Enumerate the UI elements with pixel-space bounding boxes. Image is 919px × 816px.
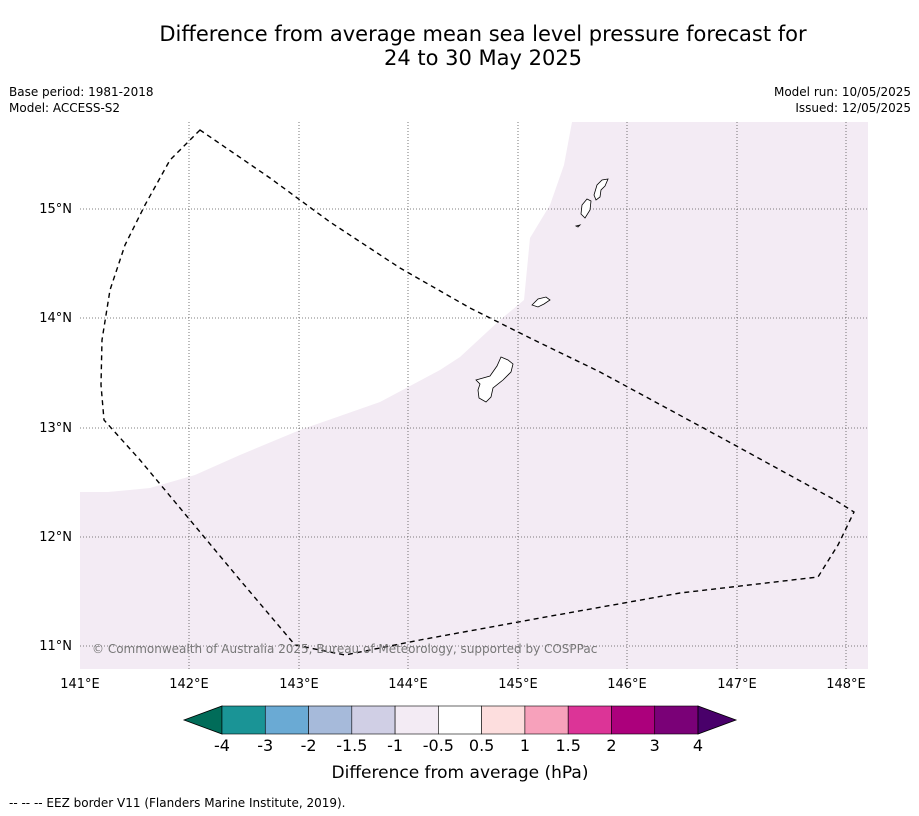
- colorbar-swatch: [221, 705, 266, 735]
- map-area: © Commonwealth of Australia 2025, Bureau…: [80, 122, 868, 669]
- colorbar: -4 -3 -2 -1.5 -1 -0.5 0.5 1 1.5 2 3 4 Difference fr…: [182, 705, 738, 783]
- colorbar-tick-label: -4: [214, 736, 230, 755]
- axis-labels: 141°E 142°E 143°E 144°E 145°E 146°E 147°…: [39, 202, 866, 692]
- rota-island: [531, 296, 551, 308]
- issued-text: Issued: 12/05/2025: [795, 101, 911, 115]
- lon-label: 142°E: [169, 677, 209, 692]
- lon-label: 143°E: [279, 677, 319, 692]
- eez-border: [100, 129, 855, 656]
- lat-label: 11°N: [39, 639, 72, 654]
- colorbar-label: Difference from average (hPa): [332, 763, 589, 783]
- anomaly-shaded-region: [80, 122, 868, 669]
- tinian-island: [580, 198, 592, 219]
- colorbar-swatch: [611, 705, 656, 735]
- title-line-1: Difference from average mean sea level p…: [159, 22, 807, 46]
- colorbar-tick-label: -3: [257, 736, 273, 755]
- run-info: Model run: 10/05/2025 Issued: 12/05/2025: [774, 84, 911, 116]
- guam-island: [475, 356, 514, 403]
- lat-label: 14°N: [39, 311, 72, 326]
- colorbar-over-arrow: [697, 705, 738, 735]
- lon-label: 145°E: [498, 677, 538, 692]
- lon-label: 147°E: [717, 677, 757, 692]
- lon-label: 146°E: [607, 677, 647, 692]
- graticule: [80, 122, 868, 669]
- eez-legend-footnote: -- -- -- EEZ border V11 (Flanders Marine…: [9, 796, 346, 810]
- base-period-text: Base period: 1981-2018: [9, 85, 154, 99]
- lat-label: 15°N: [39, 202, 72, 217]
- colorbar-swatch: [351, 705, 396, 735]
- lat-label: 12°N: [39, 530, 72, 545]
- colorbar-tick-label: 1.5: [555, 736, 580, 755]
- colorbar-tick-label: -2: [301, 736, 317, 755]
- colorbar-tick-label: 0.5: [469, 736, 494, 755]
- colorbar-swatch: [524, 705, 569, 735]
- colorbar-tick-label: 1: [520, 736, 530, 755]
- lon-label: 148°E: [826, 677, 866, 692]
- colorbar-under-arrow: [182, 705, 223, 735]
- colorbar-tick-label: 3: [650, 736, 660, 755]
- lat-label: 13°N: [39, 421, 72, 436]
- colorbar-swatch: [438, 705, 482, 735]
- title-line-2: 24 to 30 May 2025: [383, 46, 583, 70]
- colorbar-swatch: [654, 705, 699, 735]
- aguijan-island: [574, 224, 582, 228]
- colorbar-swatch: [567, 705, 612, 735]
- lon-label: 141°E: [60, 677, 100, 692]
- colorbar-tick-label: -0.5: [423, 736, 454, 755]
- lon-label: 144°E: [388, 677, 428, 692]
- colorbar-swatch: [308, 705, 353, 735]
- colorbar-tick-label: 4: [693, 736, 703, 755]
- saipan-island: [593, 178, 609, 201]
- model-run-text: Model run: 10/05/2025: [773, 85, 911, 99]
- colorbar-swatch: [394, 705, 439, 735]
- colorbar-tick-label: -1.5: [336, 736, 367, 755]
- colorbar-tick-label: 2: [606, 736, 616, 755]
- copyright-text: © Commonwealth of Australia 2025, Bureau…: [92, 642, 597, 656]
- model-text: Model: ACCESS-S2: [9, 101, 121, 115]
- colorbar-tick-label: -1: [387, 736, 403, 755]
- model-info: Base period: 1981-2018 Model: ACCESS-S2: [9, 84, 154, 116]
- colorbar-swatch: [481, 705, 526, 735]
- map-title: Difference from average mean sea level p…: [0, 22, 919, 70]
- colorbar-swatch: [264, 705, 309, 735]
- islands: [475, 178, 609, 403]
